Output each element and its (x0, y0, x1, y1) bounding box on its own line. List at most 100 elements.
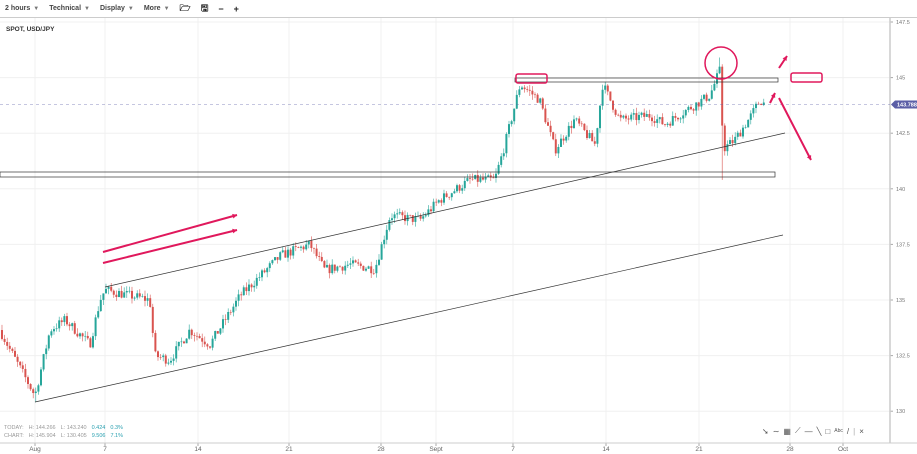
candle-body (180, 341, 183, 343)
candle-body (323, 261, 326, 268)
candle-body (385, 229, 388, 240)
candle-body (710, 90, 713, 99)
chart-high: H: 145.904 (28, 433, 56, 439)
candle-body (656, 119, 659, 123)
x-tick-label: 7 (511, 446, 515, 453)
candle-body (310, 240, 313, 249)
candle-body (68, 324, 71, 327)
candle-body (650, 117, 653, 122)
separator: | (853, 426, 856, 436)
candle-body (167, 362, 170, 364)
text-icon[interactable]: Abc (834, 428, 843, 434)
close-icon[interactable]: × (859, 426, 864, 436)
candle-body (201, 338, 204, 342)
candle-body (721, 66, 724, 126)
candle-body (117, 290, 120, 298)
trendline-icon[interactable]: ╲ (816, 426, 822, 436)
candle-body (102, 293, 105, 300)
candle-body (492, 177, 495, 179)
candle-body (24, 368, 27, 378)
y-tick-label: 142.5 (896, 131, 910, 137)
candle-body (37, 385, 40, 392)
spike-highlight (704, 46, 738, 80)
candle-body (442, 193, 445, 203)
candle-body (29, 384, 32, 390)
arrow-icon[interactable]: ➘ (762, 426, 769, 436)
x-tick-label: 21 (695, 446, 703, 453)
candle-body (484, 176, 487, 180)
technical-label: Technical (49, 5, 82, 12)
candle-body (466, 178, 469, 181)
candle-body (445, 193, 448, 197)
candle-body (754, 103, 757, 109)
candle-body (214, 331, 217, 339)
candle-body (614, 109, 617, 115)
candle-body (575, 118, 578, 120)
candle-body (739, 132, 742, 137)
technical-dropdown[interactable]: Technical ▼ (49, 5, 90, 12)
more-dropdown[interactable]: More ▼ (144, 5, 170, 12)
fibonacci-icon[interactable]: ▦ (783, 426, 791, 436)
candle-body (331, 264, 334, 274)
pitchfork-icon[interactable]: ⟋ (794, 426, 801, 435)
candle-body (518, 89, 521, 95)
candle-body (297, 247, 300, 248)
candle-body (364, 268, 367, 271)
candle-body (500, 156, 503, 165)
candle-body (292, 246, 295, 256)
line-icon[interactable]: / (846, 426, 850, 436)
candle-body (692, 109, 695, 111)
chart-pct: 7.1% (110, 433, 123, 439)
horizontal-line-icon[interactable]: — (804, 426, 813, 436)
rectangle-icon[interactable]: □ (825, 426, 831, 436)
candle-body (528, 89, 531, 91)
candle-body (414, 216, 417, 222)
candle-body (47, 335, 50, 349)
today-stats: TODAY: H: 144.266 L: 143.240 0.424 0.3% (4, 424, 128, 432)
candle-body (162, 355, 165, 358)
candle-body (580, 123, 583, 125)
candle-body (149, 298, 152, 307)
candle-body (666, 123, 669, 125)
candle-body (617, 114, 620, 116)
candle-body (515, 94, 518, 109)
candle-body (570, 125, 573, 129)
candle-body (367, 266, 370, 269)
candle-body (513, 108, 516, 122)
candle-body (734, 136, 737, 144)
trend-arrow (102, 229, 238, 264)
candle-body (744, 127, 747, 129)
curve-icon[interactable]: ∼ (772, 426, 780, 436)
candle-body (169, 360, 172, 363)
candle-body (372, 273, 375, 274)
candle-body (419, 215, 422, 219)
candle-body (253, 285, 256, 288)
candle-body (349, 263, 352, 265)
zoom-in-icon[interactable]: + (233, 3, 239, 14)
candle-body (549, 125, 552, 133)
candle-body (359, 263, 362, 266)
candle-body (708, 98, 711, 101)
upper-trendline (104, 132, 786, 288)
candle-body (325, 264, 328, 268)
caret-down-icon: ▼ (163, 5, 170, 12)
folder-open-icon[interactable]: 🗁 (179, 2, 191, 13)
resistance-zone (514, 77, 779, 83)
candle-body (177, 341, 180, 347)
candle-body (671, 116, 674, 126)
candle-body (281, 250, 284, 253)
candle-body (193, 335, 196, 336)
save-icon[interactable]: 🖫 (200, 2, 209, 13)
candle-body (221, 319, 224, 329)
candle-body (224, 319, 227, 320)
candle-body (115, 294, 118, 298)
display-dropdown[interactable]: Display ▼ (100, 5, 134, 12)
candle-body (736, 132, 739, 137)
candle-body (63, 316, 66, 323)
interval-dropdown[interactable]: 2 hours ▼ (5, 5, 39, 12)
zoom-out-icon[interactable]: − (218, 3, 224, 14)
candle-body (731, 140, 734, 144)
candle-body (232, 306, 235, 313)
candle-body (208, 346, 211, 348)
